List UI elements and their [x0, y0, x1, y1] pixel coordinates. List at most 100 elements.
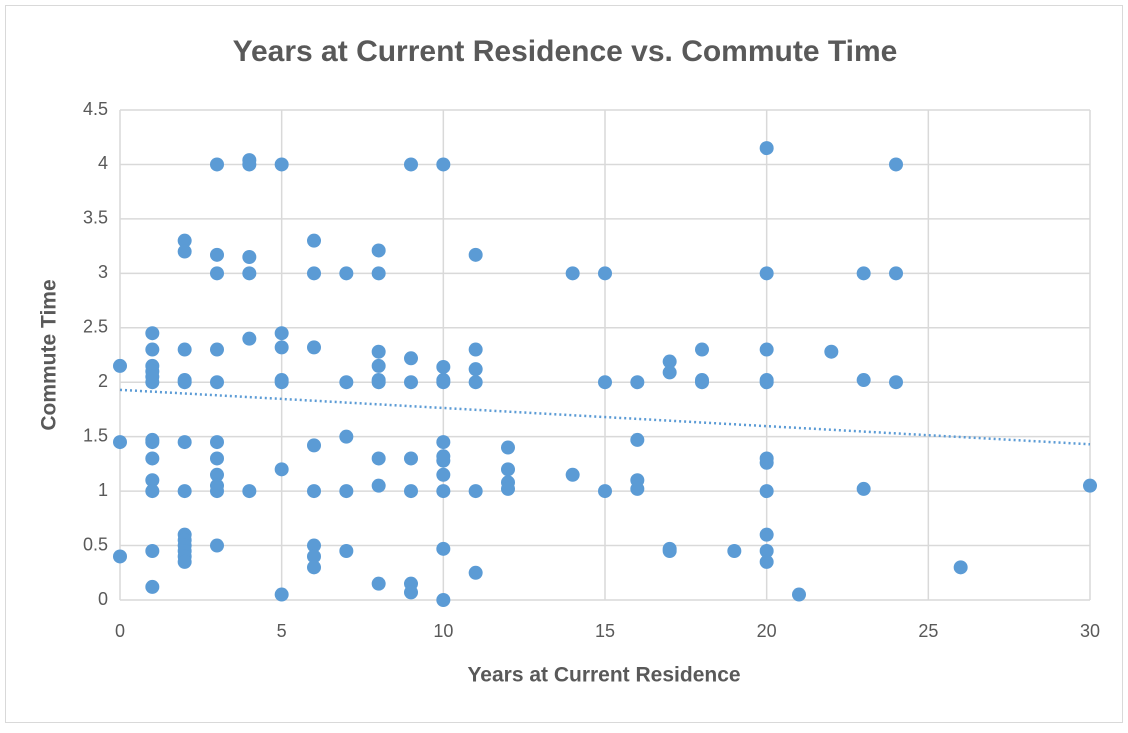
- point: [339, 429, 354, 444]
- point: [759, 544, 774, 558]
- point: [145, 435, 160, 450]
- point: [145, 326, 160, 341]
- point: [145, 369, 160, 384]
- point: [274, 462, 289, 477]
- point: [274, 375, 289, 390]
- x-axis-label: Years at Current Residence: [467, 664, 740, 687]
- x-tick-label: 20: [757, 621, 777, 641]
- trendline: [119, 388, 1091, 446]
- point: [210, 375, 224, 390]
- point: [274, 587, 289, 602]
- point: [404, 375, 418, 390]
- y-tick-label: 0: [98, 589, 108, 609]
- point: [468, 362, 483, 377]
- point: [759, 455, 774, 470]
- point: [598, 484, 612, 499]
- x-tick-label: 15: [595, 621, 615, 641]
- point: [145, 579, 160, 594]
- point: [436, 157, 451, 172]
- point: [145, 342, 160, 357]
- point: [889, 266, 903, 281]
- y-tick-label: 3.5: [83, 208, 108, 228]
- point: [307, 233, 321, 248]
- point: [177, 554, 192, 569]
- y-tick-label: 4.5: [83, 99, 108, 119]
- point: [210, 435, 224, 450]
- point: [113, 549, 127, 564]
- point: [436, 435, 451, 450]
- y-tick-label: 4: [98, 153, 108, 173]
- point: [210, 467, 224, 482]
- point: [113, 358, 127, 373]
- point: [242, 266, 257, 281]
- point: [371, 243, 386, 258]
- point: [436, 541, 451, 556]
- point: [727, 544, 742, 558]
- point: [436, 453, 451, 468]
- point: [307, 549, 321, 564]
- point: [307, 340, 321, 355]
- point: [759, 141, 774, 156]
- point: [210, 538, 224, 553]
- chart-border: [5, 5, 1123, 723]
- y-tick-label: 1.5: [83, 425, 108, 445]
- point: [630, 375, 645, 390]
- point: [662, 544, 677, 558]
- point: [210, 247, 224, 262]
- y-tick-label: 0.5: [83, 534, 108, 554]
- point: [759, 375, 774, 390]
- point: [307, 484, 321, 499]
- point: [759, 342, 774, 357]
- point: [177, 484, 192, 499]
- point: [145, 451, 160, 466]
- point: [889, 375, 903, 390]
- point: [404, 484, 418, 499]
- point: [856, 481, 871, 496]
- point: [145, 484, 160, 499]
- point: [856, 373, 871, 388]
- x-tick-label: 25: [918, 621, 938, 641]
- point: [404, 351, 418, 366]
- point: [177, 435, 192, 450]
- point: [404, 585, 418, 600]
- point: [1083, 478, 1097, 493]
- point: [242, 250, 257, 264]
- point: [371, 576, 386, 591]
- point: [242, 484, 257, 499]
- point: [371, 358, 386, 373]
- point: [792, 587, 806, 602]
- point: [759, 527, 774, 542]
- point: [371, 375, 386, 390]
- point: [501, 462, 515, 477]
- point: [242, 331, 257, 346]
- point: [177, 233, 192, 248]
- point: [371, 266, 386, 281]
- x-tick-label: 30: [1080, 621, 1100, 641]
- point: [468, 484, 483, 499]
- point: [210, 266, 224, 281]
- point: [759, 554, 774, 569]
- point: [177, 373, 192, 388]
- point: [210, 157, 224, 172]
- point: [274, 340, 289, 355]
- point: [436, 484, 451, 499]
- point: [598, 266, 612, 281]
- point: [436, 359, 451, 374]
- point: [371, 451, 386, 466]
- point: [339, 375, 354, 390]
- point: [371, 478, 386, 493]
- point: [339, 544, 354, 558]
- point: [468, 342, 483, 357]
- point: [307, 538, 321, 553]
- point: [274, 326, 289, 341]
- point: [598, 375, 612, 390]
- point: [695, 342, 709, 357]
- point: [436, 467, 451, 482]
- point: [145, 544, 160, 558]
- point: [371, 344, 386, 359]
- y-tick-label: 2.5: [83, 317, 108, 337]
- point: [177, 342, 192, 357]
- point: [307, 438, 321, 453]
- point: [274, 157, 289, 172]
